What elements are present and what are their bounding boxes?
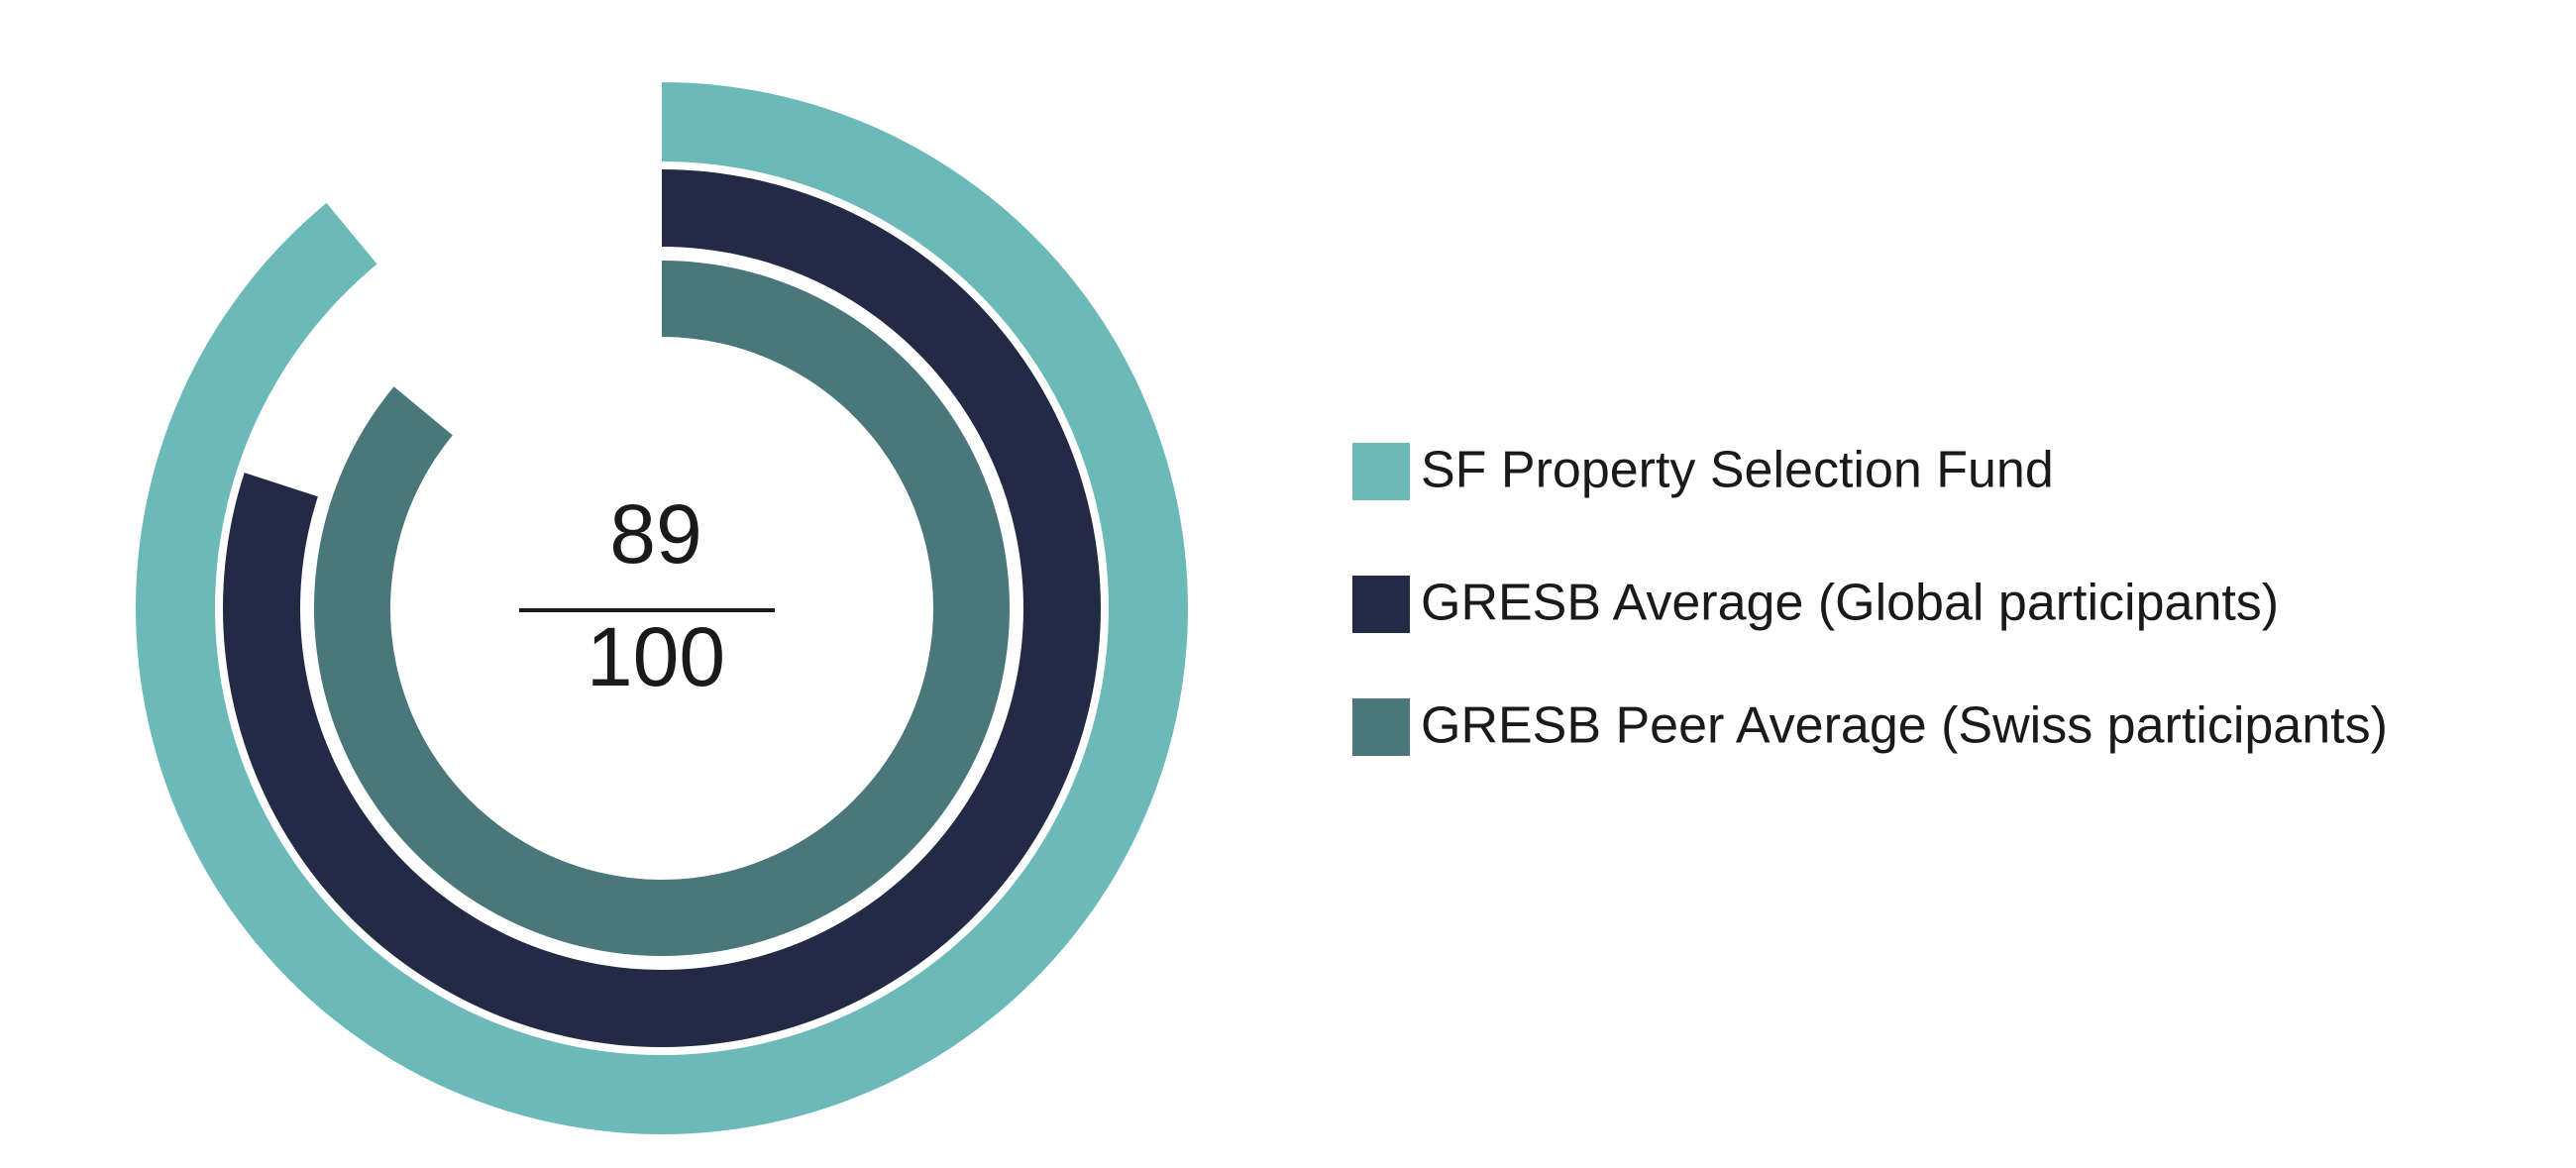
legend-swatch — [1352, 698, 1410, 756]
legend-label: SF Property Selection Fund — [1421, 442, 2054, 499]
legend-swatch — [1352, 443, 1410, 500]
center-max: 100 — [587, 610, 725, 703]
legend-label: GRESB Average (Global participants) — [1421, 575, 2279, 632]
legend-swatch — [1352, 576, 1410, 633]
radial-bar — [314, 261, 1011, 956]
center-value: 89 — [609, 487, 701, 581]
legend-label: GRESB Peer Average (Swiss participants) — [1421, 697, 2388, 755]
